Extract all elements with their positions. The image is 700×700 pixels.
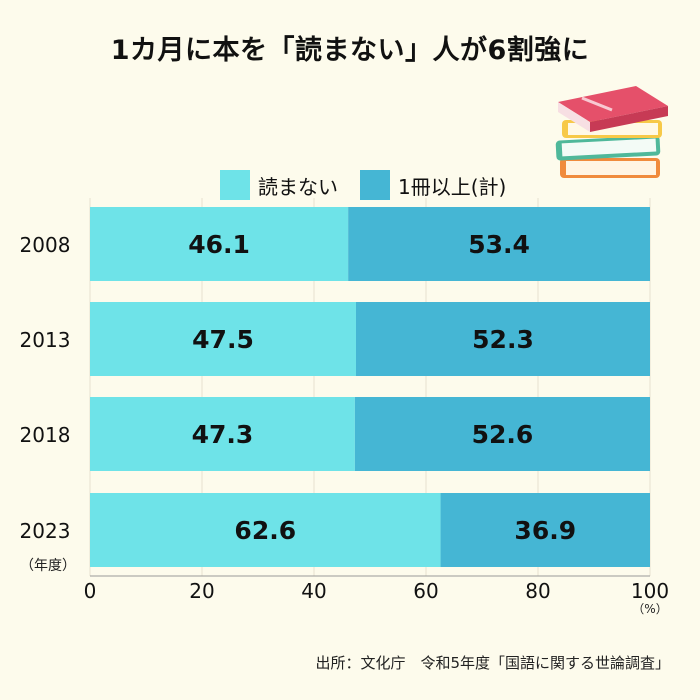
data-label-2008-series-0: 46.1 [188, 230, 250, 259]
x-tick-label-0: 0 [84, 579, 97, 603]
data-label-2008-series-1: 53.4 [468, 230, 530, 259]
x-tick-label-100: 100 [631, 579, 669, 603]
x-tick-label-60: 60 [413, 579, 438, 603]
legend-swatch-read [360, 170, 390, 200]
x-tick-label-80: 80 [525, 579, 550, 603]
x-unit-label: （%） [632, 602, 667, 616]
bar-2008-series-0 [90, 207, 349, 281]
legend-swatch-not-read [220, 170, 250, 200]
data-label-2013-series-1: 52.3 [472, 325, 534, 354]
bar-2013-series-0 [90, 302, 356, 376]
bar-2013-series-1 [356, 302, 650, 376]
bar-2008-series-1 [348, 207, 650, 281]
category-unit-label: （年度） [20, 558, 76, 574]
x-tick-label-40: 40 [301, 579, 326, 603]
legend-item-not-read: 読まない [220, 170, 338, 200]
category-label-2008: 2008 [20, 233, 71, 257]
source-note: 出所：文化庁 令和5年度「国語に関する世論調査」 [315, 654, 670, 672]
data-label-2018-series-1: 52.6 [472, 420, 534, 449]
bar-2023-series-1 [440, 493, 650, 567]
category-label-2023: 2023 [20, 519, 71, 543]
bar-2018-series-1 [354, 397, 650, 471]
bar-2018-series-0 [90, 397, 355, 471]
data-label-2023-series-1: 36.9 [514, 516, 576, 545]
x-tick-label-20: 20 [189, 579, 214, 603]
data-label-2013-series-0: 47.5 [192, 325, 254, 354]
books-illustration-icon [555, 86, 668, 178]
bar-2023-series-0 [90, 493, 441, 567]
chart-title: 1カ月に本を「読まない」人が6割強に [110, 35, 590, 66]
category-label-2018: 2018 [20, 423, 71, 447]
legend: 読まない 1冊以上(計) [220, 170, 528, 200]
data-label-2018-series-0: 47.3 [192, 420, 254, 449]
category-label-2013: 2013 [20, 328, 71, 352]
data-label-2023-series-0: 62.6 [234, 516, 296, 545]
legend-label-read: 1冊以上(計) [398, 174, 507, 199]
legend-label-not-read: 読まない [258, 174, 338, 199]
legend-item-read: 1冊以上(計) [360, 170, 506, 200]
